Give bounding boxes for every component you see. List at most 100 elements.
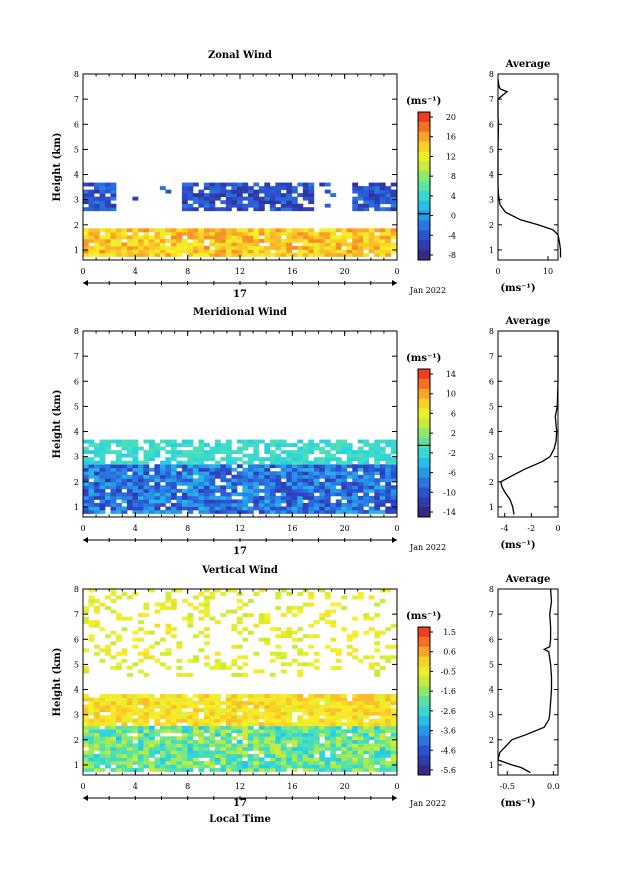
heatmap-cell [379, 231, 386, 236]
heatmap-cell [269, 499, 276, 504]
heatmap-cell [198, 443, 205, 448]
heatmap-cell [302, 662, 309, 667]
heatmap-cell [368, 697, 375, 702]
heatmap-cell [203, 739, 210, 744]
heatmap-cell [275, 471, 282, 476]
heatmap-cell [121, 439, 128, 444]
heatmap-cell [286, 711, 293, 716]
heatmap-cell [99, 488, 106, 493]
heatmap-cell [291, 450, 298, 455]
heatmap-cell [324, 701, 331, 706]
heatmap-cell [187, 249, 194, 254]
heatmap-cell [269, 457, 276, 462]
heatmap-cell [137, 464, 144, 469]
heatmap-cell [236, 235, 243, 240]
heatmap-cell [132, 495, 139, 500]
heatmap-cell [313, 739, 320, 744]
heatmap-cell [291, 630, 298, 635]
heatmap-cell [203, 589, 210, 593]
heatmap-cell [385, 238, 392, 243]
heatmap-cell [181, 746, 188, 751]
heatmap-cell [319, 182, 326, 187]
heatmap-cell [110, 196, 117, 201]
heatmap-cell [148, 729, 155, 734]
heatmap-cell [192, 634, 199, 639]
heatmap-cell [286, 252, 293, 257]
heatmap-cell [209, 616, 216, 621]
profile-y-tick-label: 2 [489, 736, 494, 745]
heatmap-cell [253, 697, 260, 702]
heatmap-cell [170, 235, 177, 240]
heatmap-cell [269, 478, 276, 483]
heatmap-cell [269, 242, 276, 247]
heatmap-cell [209, 665, 216, 670]
heatmap-cell [159, 464, 166, 469]
heatmap-cell [242, 446, 249, 451]
heatmap-cell [330, 743, 337, 748]
heatmap-cell [390, 715, 397, 720]
heatmap-cell [308, 746, 315, 751]
heatmap-cell [297, 609, 304, 614]
heatmap-cell [209, 725, 216, 730]
heatmap-cell [209, 708, 216, 713]
meridional-heatmap [83, 439, 398, 514]
heatmap-cell [236, 753, 243, 758]
heatmap-cell [93, 697, 100, 702]
heatmap-cell [181, 701, 188, 706]
heatmap-cell [319, 488, 326, 493]
heatmap-cell [297, 235, 304, 240]
heatmap-cell [368, 450, 375, 455]
heatmap-cell [291, 200, 298, 205]
heatmap-cell [357, 450, 364, 455]
heatmap-cell [275, 753, 282, 758]
heatmap-cell [209, 193, 216, 198]
colorbar-tick-label: -3.6 [441, 727, 456, 736]
heatmap-cell [302, 750, 309, 755]
heatmap-cell [286, 609, 293, 614]
heatmap-cell [225, 228, 232, 233]
heatmap-cell [313, 481, 320, 486]
heatmap-cell [357, 235, 364, 240]
heatmap-cell [220, 750, 227, 755]
heatmap-cell [209, 481, 216, 486]
colorbar-segment [418, 507, 430, 518]
heatmap-cell [280, 739, 287, 744]
heatmap-cell [374, 182, 381, 187]
heatmap-cell [374, 641, 381, 646]
heatmap-cell [357, 739, 364, 744]
heatmap-cell [275, 238, 282, 243]
heatmap-cell [214, 757, 221, 762]
heatmap-cell [264, 235, 271, 240]
meridional-profile-xlabel: (ms⁻¹) [500, 540, 535, 551]
heatmap-cell [148, 450, 155, 455]
heatmap-cell [132, 228, 139, 233]
heatmap-cell [291, 478, 298, 483]
heatmap-cell [159, 492, 166, 497]
heatmap-cell [143, 249, 150, 254]
heatmap-cell [137, 701, 144, 706]
heatmap-cell [363, 750, 370, 755]
heatmap-cell [242, 701, 249, 706]
heatmap-cell [209, 471, 216, 476]
heatmap-cell [374, 672, 381, 677]
heatmap-cell [269, 460, 276, 465]
heatmap-cell [374, 196, 381, 201]
heatmap-cell [93, 509, 100, 514]
heatmap-cell [379, 189, 386, 194]
heatmap-cell [110, 509, 117, 514]
heatmap-cell [225, 249, 232, 254]
heatmap-cell [236, 203, 243, 208]
heatmap-cell [275, 725, 282, 730]
heatmap-cell [104, 606, 111, 611]
heatmap-cell [225, 732, 232, 737]
heatmap-cell [99, 228, 106, 233]
heatmap-cell [346, 746, 353, 751]
heatmap-cell [324, 478, 331, 483]
heatmap-cell [286, 443, 293, 448]
heatmap-cell [275, 245, 282, 250]
heatmap-cell [154, 245, 161, 250]
heatmap-cell [126, 616, 133, 621]
heatmap-cell [126, 701, 133, 706]
heatmap-cell [99, 739, 106, 744]
heatmap-cell [363, 655, 370, 660]
